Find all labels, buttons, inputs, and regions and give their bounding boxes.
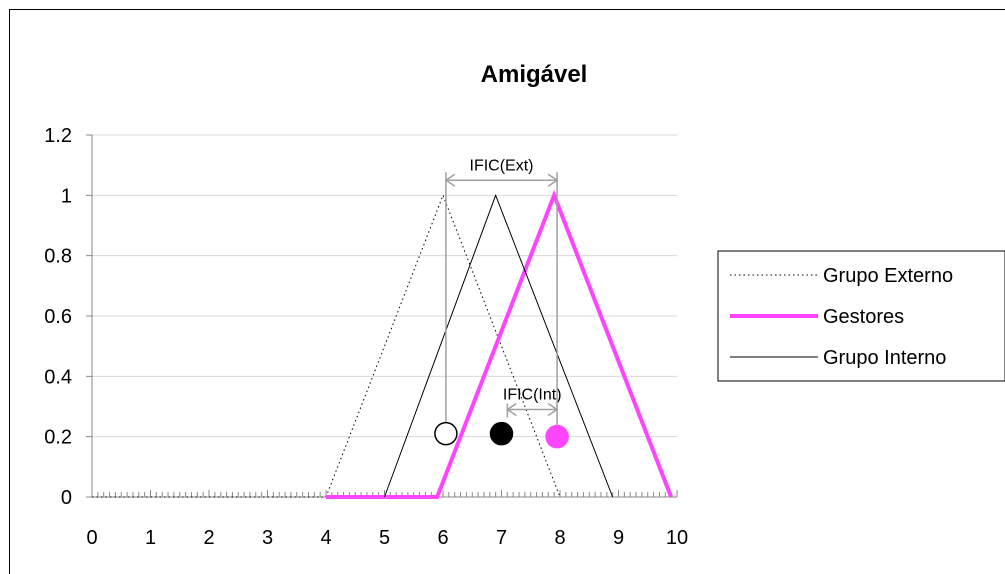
x-tick-label: 2 <box>203 527 214 549</box>
axes: 0 0.2 0.4 0.6 0.8 1 1.2 0 1 2 3 4 5 6 7 8 9 10 <box>44 125 688 549</box>
x-tick-label: 3 <box>262 527 273 549</box>
series-layer <box>92 189 674 499</box>
y-tick-label: 0.2 <box>44 427 72 449</box>
series-line-2 <box>326 189 674 499</box>
y-tick-label: 0.4 <box>44 366 72 388</box>
y-tick-label: 0.8 <box>44 246 72 268</box>
x-tick-label: 8 <box>554 527 565 549</box>
series-line-3 <box>384 193 614 498</box>
x-tick-label: 1 <box>145 527 156 549</box>
annotations: IFIC(Ext) IFIC(Int) <box>444 157 562 426</box>
annotation-label: IFIC(Int) <box>503 387 562 404</box>
legend: Grupo Externo Gestores Grupo Interno <box>717 250 1005 382</box>
legend-label-2: Gestores <box>823 306 904 328</box>
y-tick-label: 1 <box>61 185 72 207</box>
x-tick-label: 9 <box>613 527 624 549</box>
y-tick-label: 0.6 <box>44 306 72 328</box>
x-tick-label: 4 <box>320 527 331 549</box>
gridlines <box>92 134 677 438</box>
legend-label-1: Grupo Externo <box>823 265 953 287</box>
markers <box>434 421 569 449</box>
x-tick-label: 7 <box>496 527 507 549</box>
marker-2 <box>489 421 514 446</box>
x-tick-label: 0 <box>86 527 97 549</box>
x-tick-label: 6 <box>437 527 448 549</box>
x-tick-label: 5 <box>379 527 390 549</box>
marker-3 <box>545 424 569 449</box>
y-tick-label: 1.2 <box>44 125 72 147</box>
y-tick-label: 0 <box>61 487 72 509</box>
series-line-1 <box>92 193 561 498</box>
x-tick-label: 10 <box>666 527 688 549</box>
chart-title: Amigável <box>481 61 588 88</box>
legend-label-3: Grupo Interno <box>823 347 946 369</box>
marker-1 <box>434 421 458 446</box>
annotation-label: IFIC(Ext) <box>470 157 534 174</box>
